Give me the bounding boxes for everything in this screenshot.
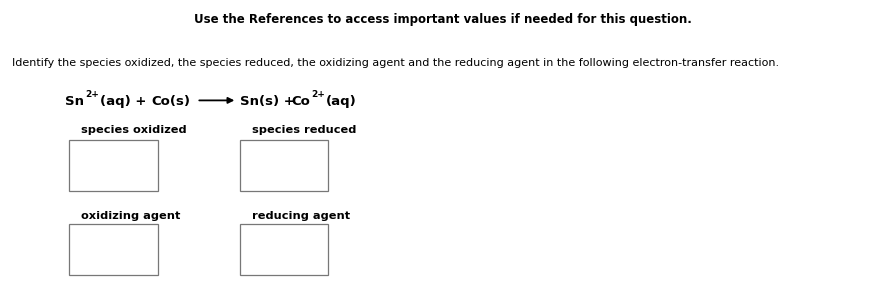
- Text: (aq): (aq): [326, 95, 357, 108]
- Text: Sn(s) +: Sn(s) +: [240, 95, 299, 108]
- Text: Use the References to access important values if needed for this question.: Use the References to access important v…: [194, 13, 691, 26]
- Text: Identify the species oxidized, the species reduced, the oxidizing agent and the : Identify the species oxidized, the speci…: [12, 58, 779, 68]
- Text: reducing agent: reducing agent: [252, 211, 350, 221]
- Text: species oxidized: species oxidized: [81, 125, 187, 135]
- Text: oxidizing agent: oxidizing agent: [81, 211, 181, 221]
- Text: species reduced: species reduced: [252, 125, 357, 135]
- Text: Sn: Sn: [65, 95, 83, 108]
- Text: (aq) +: (aq) +: [100, 95, 151, 108]
- Text: Co: Co: [291, 95, 310, 108]
- Text: 2+: 2+: [312, 90, 326, 99]
- Text: Co(s): Co(s): [151, 95, 190, 108]
- Text: 2+: 2+: [85, 90, 99, 99]
